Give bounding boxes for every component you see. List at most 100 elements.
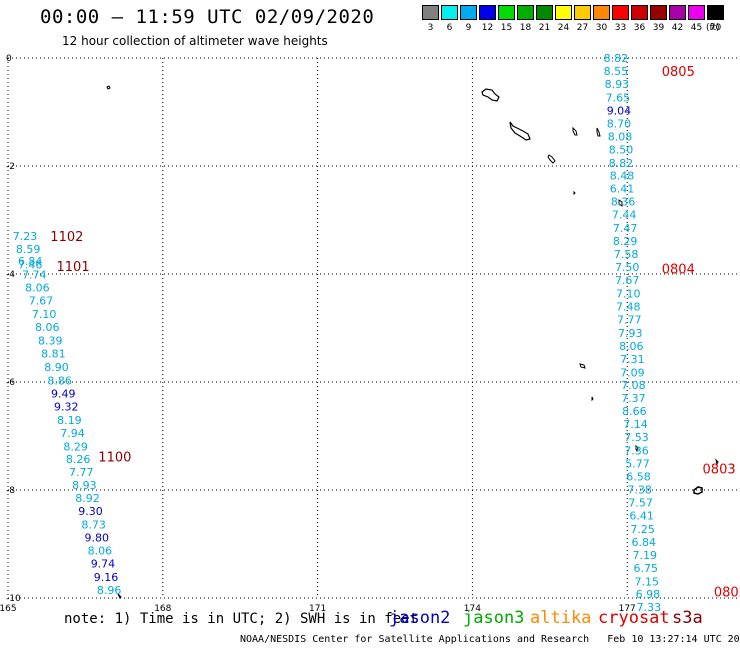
swh-value: 7.23 — [13, 230, 38, 243]
swh-value: 8.06 — [35, 321, 60, 334]
latitude-tick-labels: 0 -2 -4 -6 -8 -10 — [6, 54, 21, 604]
swh-value: 8.93 — [605, 78, 630, 91]
island-shape — [592, 397, 593, 400]
swh-value: 7.36 — [624, 445, 649, 458]
altimeter-tracks: 7.238.596.847.467.748.067.677.108.068.39… — [13, 52, 740, 614]
lon-tick-label: 165 — [0, 604, 17, 614]
swh-value: 7.77 — [69, 466, 94, 479]
swh-value: 8.55 — [604, 65, 629, 78]
swh-value: 8.26 — [66, 453, 91, 466]
swh-value: 7.08 — [621, 379, 646, 392]
swh-value: 7.19 — [632, 549, 657, 562]
swh-value: 7.93 — [618, 327, 643, 340]
lat-tick-label: -2 — [6, 162, 15, 172]
swh-value: 8.70 — [607, 117, 632, 130]
swh-value: 7.47 — [613, 222, 638, 235]
time-label: 0802 — [714, 586, 740, 601]
swh-value: 7.10 — [616, 287, 641, 300]
island-shape — [510, 122, 530, 140]
island-shape — [573, 128, 577, 135]
swh-value: 8.90 — [44, 361, 69, 374]
lat-tick-label: 0 — [6, 54, 12, 64]
lat-tick-label: -10 — [6, 594, 21, 604]
swh-value: 9.16 — [94, 571, 119, 584]
swh-value: 8.81 — [41, 347, 66, 360]
swh-value: 8.19 — [57, 414, 82, 427]
swh-value: 7.67 — [29, 294, 54, 307]
lat-tick-label: -8 — [6, 486, 15, 496]
lat-tick-label: -6 — [6, 378, 15, 388]
swh-value: 7.77 — [617, 313, 642, 326]
swh-value: 9.30 — [78, 505, 103, 518]
swh-value: 7.57 — [628, 496, 653, 509]
time-label: 0804 — [662, 263, 695, 278]
time-label: 1101 — [57, 260, 90, 275]
swh-value: 8.29 — [63, 440, 88, 453]
mission-name: altika — [530, 608, 591, 628]
swh-value: 7.38 — [627, 483, 652, 496]
swh-value: 8.93 — [72, 479, 97, 492]
swh-value: 7.50 — [615, 261, 640, 274]
swh-value: 7.65 — [606, 91, 631, 104]
mission-name: jason2 — [389, 608, 450, 628]
swh-value: 8.39 — [38, 334, 63, 347]
swh-value: 9.32 — [54, 400, 79, 413]
footnote: note: 1) Time is in UTC; 2) SWH is in fe… — [64, 611, 418, 627]
swh-value: 7.67 — [615, 274, 640, 287]
swh-value: 8.82 — [604, 52, 629, 65]
mission-name: jason3 — [463, 608, 524, 628]
credit-line: NOAA/NESDIS Center for Satellite Applica… — [240, 634, 740, 645]
island-shape — [580, 364, 585, 368]
swh-value: 7.10 — [32, 308, 57, 321]
swh-value: 8.08 — [608, 130, 633, 143]
swh-value: 5.77 — [625, 458, 650, 471]
lat-tick-label: -4 — [6, 270, 15, 280]
swh-value: 8.06 — [619, 340, 644, 353]
swh-value: 7.74 — [22, 269, 47, 282]
swh-value: 7.09 — [620, 366, 645, 379]
swh-value: 8.50 — [609, 143, 634, 156]
swh-value: 6.98 — [636, 588, 661, 601]
island-shape — [548, 155, 555, 163]
swh-value: 7.14 — [623, 418, 648, 431]
swh-value: 7.25 — [630, 523, 655, 536]
island-shape — [107, 86, 110, 89]
swh-value: 8.96 — [97, 584, 122, 597]
swh-value: 7.31 — [620, 353, 645, 366]
swh-value: 8.06 — [88, 544, 113, 557]
swh-value: 9.74 — [91, 557, 116, 570]
mission-name: cryosat — [598, 608, 670, 628]
island-shape — [574, 192, 575, 194]
swh-value: 7.58 — [614, 248, 639, 261]
swh-value: 8.66 — [622, 405, 647, 418]
swh-value: 9.49 — [51, 387, 76, 400]
swh-value: 7.48 — [616, 300, 641, 313]
swh-value: 8.82 — [609, 157, 634, 170]
swh-value: 7.94 — [60, 427, 85, 440]
swh-value: 8.06 — [25, 282, 50, 295]
swh-value: 8.86 — [47, 374, 72, 387]
swh-value: 6.58 — [626, 471, 651, 484]
swh-value: 8.92 — [75, 492, 100, 505]
swh-value: 8.29 — [613, 235, 638, 248]
time-label: 1100 — [98, 451, 131, 466]
swh-value: 7.53 — [624, 431, 649, 444]
swh-value: 7.37 — [621, 392, 646, 405]
time-label: 0805 — [662, 65, 695, 80]
time-label: 0803 — [703, 462, 736, 477]
swh-value: 6.41 — [610, 183, 635, 196]
island-shape — [597, 128, 600, 136]
swh-value: 9.04 — [607, 104, 632, 117]
swh-value: 7.44 — [612, 209, 637, 222]
swh-value: 8.48 — [610, 170, 635, 183]
swh-value: 8.73 — [81, 519, 106, 532]
swh-value: 9.80 — [85, 532, 110, 545]
mission-name: s3a — [672, 608, 703, 628]
swh-value: 6.84 — [631, 536, 656, 549]
swh-value: 7.15 — [635, 575, 660, 588]
swh-value: 6.41 — [629, 509, 654, 522]
swh-value: 8.36 — [611, 196, 636, 209]
time-label: 1102 — [50, 230, 83, 245]
swh-value: 6.75 — [634, 562, 659, 575]
wave-height-map: 165 168 171 174 177 0-2-4-6-8-10 7.238.596.8… — [0, 0, 740, 650]
